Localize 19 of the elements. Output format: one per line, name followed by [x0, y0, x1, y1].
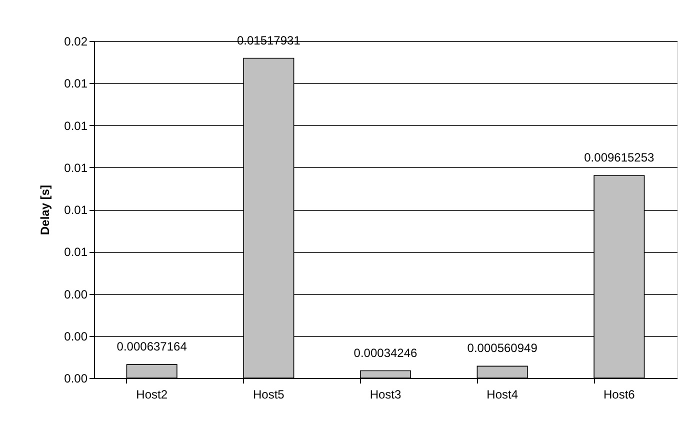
- data-label: 0.00034246: [354, 346, 418, 360]
- data-label: 0.000637164: [116, 340, 188, 354]
- x-tick-label: Host5: [252, 388, 285, 402]
- x-tick-label: Host4: [486, 388, 518, 402]
- y-tick-label: 0.01: [64, 118, 88, 133]
- y-tick-label: 0.01: [64, 160, 88, 175]
- data-label: 0.009615253: [584, 150, 655, 164]
- y-axis-title: Delay [s]: [38, 184, 52, 236]
- y-tick-label: 0.00: [64, 287, 88, 302]
- x-tick-label: Host3: [370, 388, 402, 402]
- y-tick-label: 0.01: [64, 245, 88, 260]
- y-tick-label: 0.01: [64, 76, 88, 91]
- y-tick-label: 0.02: [64, 34, 88, 48]
- y-tick-label: 0.00: [64, 329, 88, 344]
- y-tick-label: 0.00: [64, 372, 88, 386]
- x-tick-label: Host6: [603, 388, 636, 402]
- x-tick-label: Host2: [136, 388, 168, 402]
- data-label: 0.000560949: [467, 341, 538, 356]
- y-tick-label: 0.01: [64, 203, 88, 217]
